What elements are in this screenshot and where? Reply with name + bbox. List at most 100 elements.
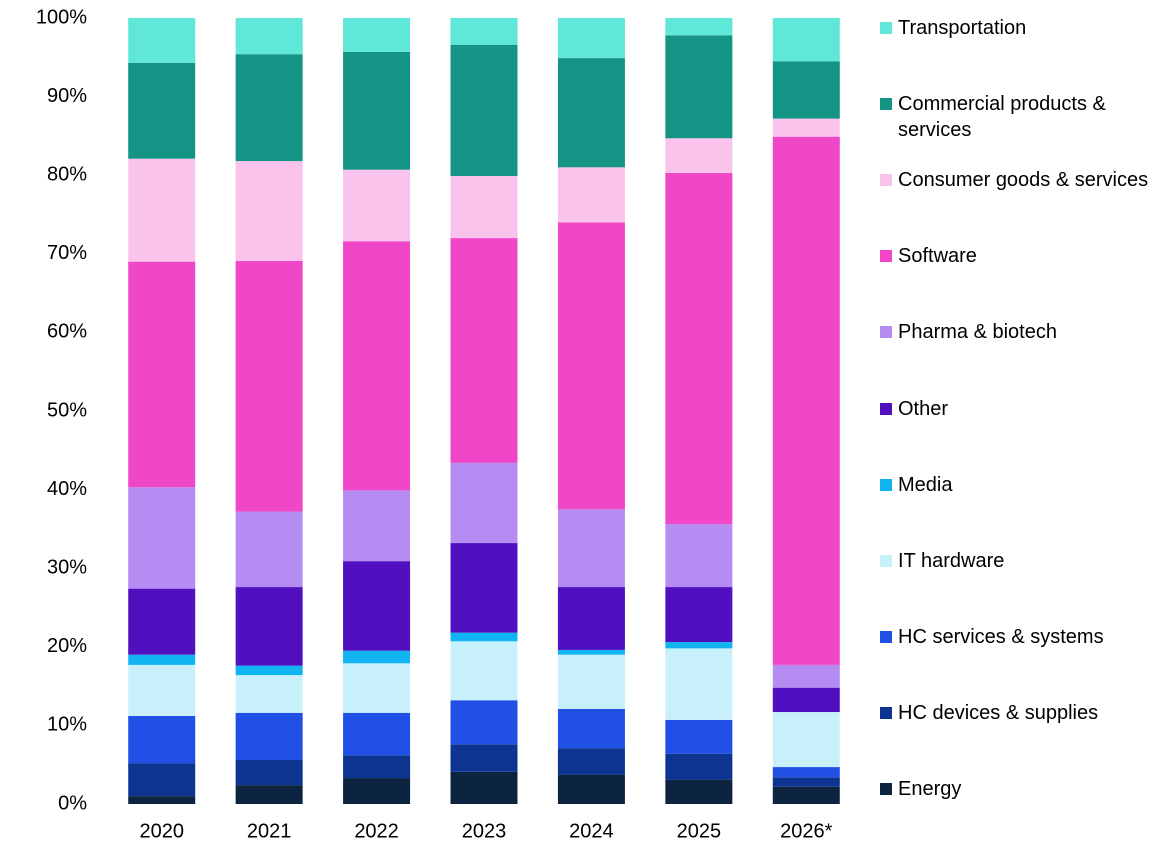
x-tick-label: 2024 bbox=[569, 820, 614, 842]
bar-segment bbox=[343, 241, 411, 491]
legend-label: Software bbox=[898, 245, 977, 268]
bar-segment bbox=[235, 260, 303, 512]
bar-segment bbox=[557, 774, 625, 804]
bar-segment bbox=[557, 587, 625, 650]
bar-segment bbox=[128, 588, 196, 655]
x-tick-label: 2021 bbox=[247, 820, 292, 842]
legend-swatch bbox=[880, 706, 892, 719]
bar-segment bbox=[557, 654, 625, 709]
bar-segment bbox=[665, 587, 733, 643]
bar-segment bbox=[235, 54, 303, 162]
x-tick-label: 2025 bbox=[677, 820, 722, 842]
y-tick-label: 0% bbox=[58, 792, 87, 814]
bar-segment bbox=[343, 755, 411, 779]
y-tick-label: 60% bbox=[47, 321, 87, 343]
bar-segment bbox=[343, 490, 411, 562]
bar-segment bbox=[235, 675, 303, 713]
legend-item: Transportation bbox=[880, 15, 1155, 41]
y-tick-label: 100% bbox=[36, 6, 87, 28]
bar-segment bbox=[450, 641, 518, 701]
bar-segment bbox=[772, 61, 840, 119]
bar-segment bbox=[772, 118, 840, 137]
bar-segment bbox=[450, 632, 518, 642]
legend-label: HC devices & supplies bbox=[898, 701, 1099, 724]
x-tick-label: 2020 bbox=[139, 820, 184, 842]
bar-segment bbox=[772, 712, 840, 768]
bar-segment bbox=[235, 785, 303, 804]
bar-segment bbox=[235, 587, 303, 666]
bar-segment bbox=[772, 777, 840, 787]
bar-segment bbox=[128, 654, 196, 665]
legend-swatch bbox=[880, 326, 892, 339]
bar-segment bbox=[772, 664, 840, 688]
bar-segment bbox=[450, 462, 518, 544]
bar-segment bbox=[557, 18, 625, 59]
y-tick-label: 80% bbox=[47, 163, 87, 185]
legend-item: HC devices & supplies bbox=[880, 700, 1155, 726]
bar-segment bbox=[128, 715, 196, 764]
bar-segment bbox=[343, 650, 411, 664]
bar-segment bbox=[557, 649, 625, 655]
bar-segment bbox=[665, 779, 733, 804]
legend-item: Pharma & biotech bbox=[880, 319, 1155, 345]
bar-segment bbox=[557, 58, 625, 168]
legend-label: Media bbox=[898, 473, 953, 496]
bar-segment bbox=[235, 511, 303, 588]
bar-segment bbox=[343, 561, 411, 651]
bar-segment bbox=[235, 712, 303, 760]
bar-segment bbox=[557, 748, 625, 775]
y-tick-label: 20% bbox=[47, 635, 87, 657]
legend-swatch bbox=[880, 250, 892, 263]
bar-segment bbox=[128, 796, 196, 804]
bar-segment bbox=[665, 35, 733, 139]
bar-segment bbox=[128, 763, 196, 797]
legend-label: HC services & systems bbox=[898, 625, 1104, 648]
bar-segment bbox=[128, 18, 196, 63]
bar-segment bbox=[450, 18, 518, 45]
bar-segment bbox=[772, 136, 840, 665]
bar-segment bbox=[772, 687, 840, 713]
bar-segment bbox=[450, 238, 518, 463]
bar-segment bbox=[557, 222, 625, 510]
legend-label: Consumer goods & services bbox=[898, 169, 1149, 192]
x-tick-label: 2023 bbox=[462, 820, 507, 842]
legend-label: IT hardware bbox=[898, 549, 1005, 572]
legend-label: Pharma & biotech bbox=[898, 321, 1057, 344]
legend-item: Energy bbox=[880, 776, 1155, 802]
bar-segment bbox=[235, 161, 303, 261]
bar-segment bbox=[235, 665, 303, 676]
y-tick-label: 90% bbox=[47, 85, 87, 107]
y-tick-label: 30% bbox=[47, 556, 87, 578]
bar-segment bbox=[343, 169, 411, 242]
bar-segment bbox=[450, 700, 518, 745]
legend-item: Other bbox=[880, 396, 1155, 422]
bar-segment bbox=[128, 487, 196, 589]
bar-segment bbox=[128, 664, 196, 716]
bar-segment bbox=[665, 648, 733, 720]
x-tick-label: 2026* bbox=[780, 820, 832, 842]
bar-segment bbox=[450, 744, 518, 772]
legend-item: Commercial products & services bbox=[880, 91, 1155, 143]
bar-segment bbox=[557, 167, 625, 223]
bar-segment bbox=[772, 18, 840, 62]
bar-segment bbox=[450, 44, 518, 176]
bar-segment bbox=[557, 708, 625, 749]
bar-segment bbox=[235, 18, 303, 55]
bar-segment bbox=[343, 51, 411, 170]
bar-segment bbox=[128, 62, 196, 159]
legend-swatch bbox=[880, 478, 892, 491]
legend-swatch bbox=[880, 22, 892, 34]
legend-item: Software bbox=[880, 243, 1155, 269]
bar-segment bbox=[772, 767, 840, 778]
legend-label: Energy bbox=[898, 778, 962, 800]
bar-segment bbox=[128, 158, 196, 262]
bar-segment bbox=[343, 778, 411, 804]
legend-item: Media bbox=[880, 472, 1155, 498]
bar-segment bbox=[665, 719, 733, 754]
legend-swatch bbox=[880, 783, 892, 795]
legend-label: Other bbox=[898, 397, 949, 420]
legend-item: IT hardware bbox=[880, 548, 1155, 574]
bar-segment bbox=[450, 771, 518, 804]
